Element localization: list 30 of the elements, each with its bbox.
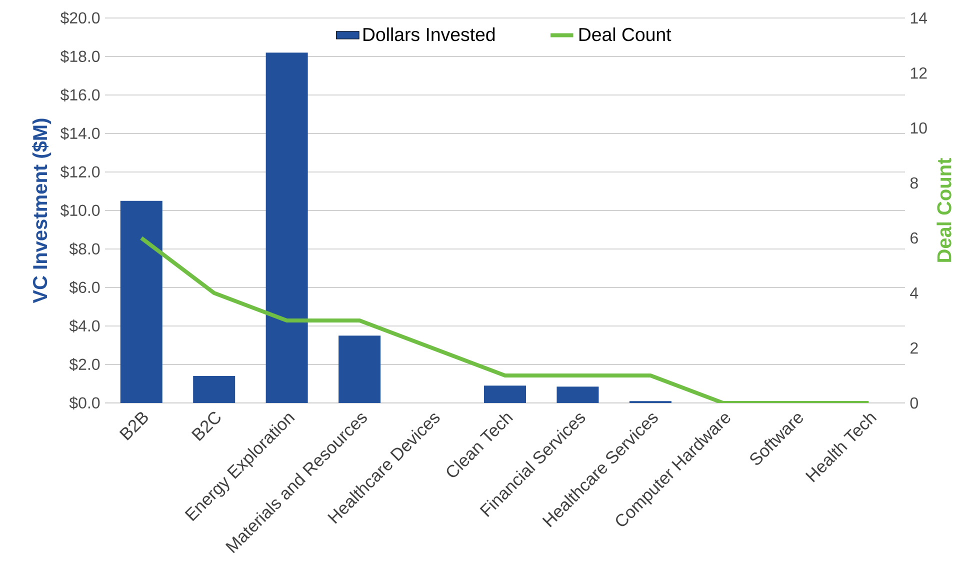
y2-tick-label: 6 <box>910 232 918 244</box>
bar <box>484 386 526 403</box>
bar <box>556 386 599 403</box>
y-tick-label: $14.0 <box>60 127 100 140</box>
y-tick-label: $10.0 <box>60 204 100 217</box>
bar <box>193 376 236 403</box>
bar <box>338 336 381 403</box>
y2-tick-label: 12 <box>910 67 927 79</box>
y2-tick-label: 14 <box>910 12 928 24</box>
legend-label: Dollars Invested <box>364 27 495 42</box>
y-tick-label: $16.0 <box>60 88 100 102</box>
y2-tick-label: 2 <box>910 342 918 354</box>
y-tick-label: $8.0 <box>69 242 100 256</box>
y-tick-label: $0.0 <box>69 396 100 410</box>
x-tick-label: B2B <box>119 412 148 440</box>
y2-tick-label: 8 <box>910 177 918 189</box>
y-axis-title: VC Investment ($M) <box>32 118 52 304</box>
legend-label: Deal Count <box>579 27 672 42</box>
y-tick-label: $20.0 <box>60 12 100 24</box>
y-tick-label: $18.0 <box>60 50 100 63</box>
bar <box>266 52 308 403</box>
y2-tick-label: 4 <box>910 287 918 298</box>
y2-tick-label: 10 <box>910 122 927 134</box>
bar <box>120 200 162 403</box>
y-tick-label: $4.0 <box>69 320 100 332</box>
y-tick-label: $12.0 <box>60 166 100 178</box>
y2-tick-label: 0 <box>910 397 918 409</box>
y2-axis-title: Deal Count <box>936 158 952 262</box>
y-tick-label: $2.0 <box>69 358 100 371</box>
y-tick-label: $6.0 <box>69 281 100 294</box>
